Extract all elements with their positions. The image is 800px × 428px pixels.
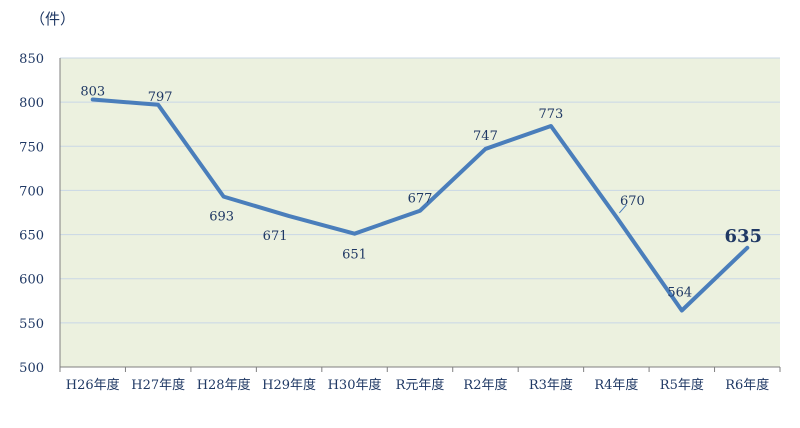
y-tick-label: 550 [19,317,44,332]
x-tick-label: H26年度 [66,377,120,393]
data-label: 803 [80,84,105,99]
x-tick-label: H30年度 [328,377,382,393]
data-label: 564 [667,285,692,300]
y-tick-label: 700 [19,184,44,199]
x-tick-label: R6年度 [725,377,769,393]
y-tick-label: 500 [19,361,44,376]
y-tick-label: 600 [19,273,44,288]
y-tick-label: 750 [19,140,44,155]
y-tick-label: 850 [19,52,44,67]
x-tick-label: H29年度 [262,377,316,393]
data-label: 677 [408,192,433,207]
data-label: 747 [473,129,498,144]
data-label: 773 [538,107,563,122]
data-label: 671 [263,229,288,244]
y-tick-label: 800 [19,96,44,111]
series-line [90,97,750,313]
x-tick-label: R元年度 [396,377,445,393]
x-tick-label: R3年度 [529,377,573,393]
x-tick-label: R4年度 [594,377,638,393]
data-label-leader [618,204,627,214]
data-label: 693 [209,210,234,225]
data-label: 635 [724,226,762,247]
x-tick-label: H27年度 [131,377,185,393]
x-tick-label: H28年度 [197,377,251,393]
y-unit-label: （件） [30,10,76,28]
y-tick-label: 650 [19,229,44,244]
x-tick-label: R2年度 [463,377,507,393]
data-label: 797 [148,90,173,105]
x-tick-label: R5年度 [660,377,704,393]
data-label: 651 [342,248,367,263]
data-label: 670 [620,194,645,209]
